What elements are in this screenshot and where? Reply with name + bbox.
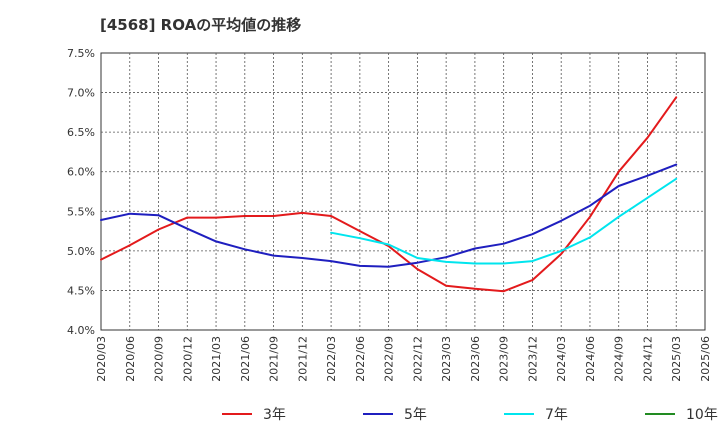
x-tick-label: 2025/06 [699, 336, 712, 382]
x-tick-label: 2022/09 [383, 336, 396, 382]
x-tick-label: 2021/12 [296, 336, 309, 382]
y-tick-label: 6.0% [67, 166, 95, 179]
x-tick-label: 2020/12 [181, 336, 194, 382]
x-tick-label: 2024/03 [555, 336, 568, 382]
x-tick-label: 2022/06 [354, 336, 367, 382]
x-tick-label: 2022/12 [411, 336, 424, 382]
x-tick-label: 2022/03 [325, 336, 338, 382]
y-tick-label: 5.0% [67, 245, 95, 258]
y-tick-label: 6.5% [67, 126, 95, 139]
series-lines [100, 96, 678, 293]
x-tick-label: 2021/03 [210, 336, 223, 382]
x-tick-label: 2020/06 [124, 336, 137, 382]
series-line [100, 96, 678, 293]
series-line [100, 163, 678, 268]
legend: 3年 5年 7年 10年 [222, 407, 718, 423]
x-tick-label: 2021/06 [239, 336, 252, 382]
legend-label: 7年 [545, 407, 568, 423]
x-tick-label: 2023/12 [526, 336, 539, 382]
y-tick-label: 4.0% [67, 324, 95, 337]
x-tick-label: 2020/03 [95, 336, 108, 382]
x-tick-label: 2023/06 [469, 336, 482, 382]
chart-title: [4568] ROAの平均値の推移 [100, 16, 302, 34]
legend-label: 10年 [686, 407, 718, 423]
x-tick-label: 2020/09 [153, 336, 166, 382]
y-tick-label: 7.0% [67, 87, 95, 100]
x-tick-label: 2023/09 [498, 336, 511, 382]
y-tick-label: 7.5% [67, 47, 95, 60]
x-tick-label: 2024/12 [641, 336, 654, 382]
legend-label: 3年 [263, 407, 286, 423]
series-line [330, 177, 678, 265]
x-tick-label: 2024/06 [584, 336, 597, 382]
y-axis-ticks: 7.5% 7.0% 6.5% 6.0% 5.5% 5.0% 4.5% 4.0% [67, 47, 95, 337]
grid-lines [101, 53, 705, 330]
x-tick-label: 2021/09 [268, 336, 281, 382]
y-tick-label: 5.5% [67, 205, 95, 218]
x-tick-label: 2024/09 [613, 336, 626, 382]
y-tick-label: 4.5% [67, 284, 95, 297]
plot-area [100, 52, 706, 331]
x-axis-ticks: 2020/03 2020/06 2020/09 2020/12 2021/03 2021/… [95, 336, 712, 382]
x-tick-label: 2023/03 [440, 336, 453, 382]
x-tick-label: 2025/03 [670, 336, 683, 382]
legend-label: 5年 [404, 407, 427, 423]
